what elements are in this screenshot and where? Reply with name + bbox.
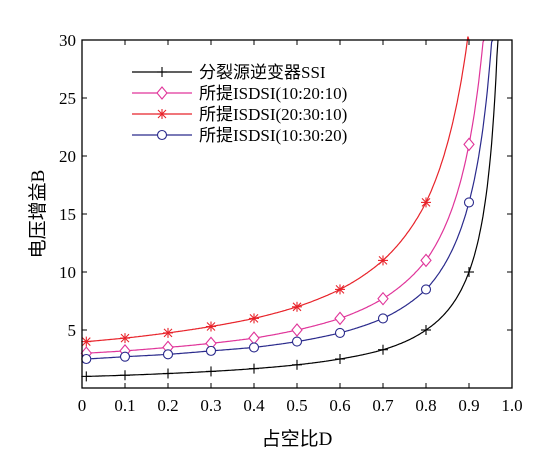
x-tick-label: 0.4 bbox=[243, 396, 265, 415]
data-point-1 bbox=[463, 137, 475, 152]
data-point-2 bbox=[292, 301, 302, 312]
data-point-1 bbox=[248, 331, 260, 345]
legend-item-1: 所提ISDSI(10:20:10) bbox=[132, 84, 347, 103]
data-point-3 bbox=[463, 197, 475, 208]
data-point-2 bbox=[249, 313, 259, 324]
legend-label: 分裂源逆变器SSI bbox=[199, 63, 326, 82]
legend-label: 所提ISDSI(10:30:20) bbox=[199, 126, 347, 145]
data-point-3 bbox=[119, 351, 131, 362]
x-tick-label: 0.5 bbox=[286, 396, 307, 415]
data-point-3 bbox=[162, 349, 174, 360]
legend-item-3: 所提ISDSI(10:30:20) bbox=[132, 126, 347, 145]
y-tick-label: 5 bbox=[68, 321, 77, 340]
x-tick-label: 0.7 bbox=[372, 396, 394, 415]
data-point-0 bbox=[120, 370, 130, 381]
data-point-3 bbox=[81, 353, 92, 365]
data-point-1 bbox=[420, 253, 432, 268]
y-tick-label: 30 bbox=[59, 31, 76, 50]
x-tick-label: 0 bbox=[78, 396, 87, 415]
data-point-2 bbox=[378, 255, 388, 266]
data-point-0 bbox=[378, 344, 388, 355]
y-axis-label: 电压增益B bbox=[27, 170, 49, 259]
x-axis: 0 0.1 0.2 0.3 0.4 0.5 0.6 0.7 0.8 0.9 1.0 bbox=[78, 40, 523, 415]
x-tick-label: 0.9 bbox=[458, 396, 479, 415]
data-point-0 bbox=[249, 363, 259, 374]
legend-marker bbox=[157, 67, 167, 77]
data-point-3 bbox=[205, 345, 217, 356]
legend-marker bbox=[156, 86, 168, 100]
x-tick-label: 1.0 bbox=[501, 396, 522, 415]
data-point-2 bbox=[120, 333, 130, 344]
data-point-0 bbox=[335, 354, 345, 364]
data-point-1 bbox=[334, 311, 346, 326]
series-line-1 bbox=[86, 39, 485, 354]
x-axis-label: 占空比D bbox=[262, 428, 333, 450]
y-tick-label: 20 bbox=[59, 147, 76, 166]
data-point-0 bbox=[206, 366, 216, 377]
data-point-2 bbox=[206, 321, 216, 332]
data-point-3 bbox=[248, 342, 260, 353]
data-point-0 bbox=[292, 359, 302, 370]
legend: 分裂源逆变器SSI 所提ISDSI(10:20:10) 所提ISDSI(20:30:… bbox=[132, 63, 347, 145]
y-tick-label: 10 bbox=[59, 263, 76, 282]
y-tick-label: 15 bbox=[59, 205, 76, 224]
x-tick-label: 0.8 bbox=[415, 396, 436, 415]
data-point-2 bbox=[163, 327, 173, 338]
data-point-3 bbox=[420, 284, 432, 295]
x-tick-label: 0.2 bbox=[157, 396, 178, 415]
series-markers bbox=[80, 137, 475, 382]
data-point-0 bbox=[163, 368, 173, 379]
legend-marker bbox=[157, 109, 167, 119]
data-point-3 bbox=[291, 336, 303, 347]
legend-marker bbox=[156, 129, 168, 141]
x-tick-label: 0.3 bbox=[200, 396, 221, 415]
data-point-2 bbox=[421, 197, 431, 208]
x-tick-label: 0.1 bbox=[114, 396, 135, 415]
data-point-3 bbox=[334, 327, 346, 338]
legend-item-0: 分裂源逆变器SSI bbox=[132, 63, 326, 82]
legend-label: 所提ISDSI(10:20:10) bbox=[199, 84, 347, 103]
data-point-0 bbox=[421, 325, 431, 335]
data-point-1 bbox=[377, 291, 389, 306]
data-point-0 bbox=[464, 267, 474, 277]
y-tick-label: 25 bbox=[59, 89, 76, 108]
data-point-2 bbox=[81, 336, 92, 347]
data-point-1 bbox=[291, 323, 303, 337]
x-tick-label: 0.6 bbox=[329, 396, 350, 415]
legend-item-2: 所提ISDSI(20:30:10) bbox=[132, 105, 347, 124]
series-line-2 bbox=[86, 36, 470, 343]
data-point-3 bbox=[377, 313, 389, 324]
data-point-2 bbox=[335, 284, 345, 295]
y-axis: 5 10 15 20 25 30 bbox=[59, 31, 512, 340]
legend-label: 所提ISDSI(20:30:10) bbox=[199, 105, 347, 124]
data-point-0 bbox=[81, 371, 92, 382]
